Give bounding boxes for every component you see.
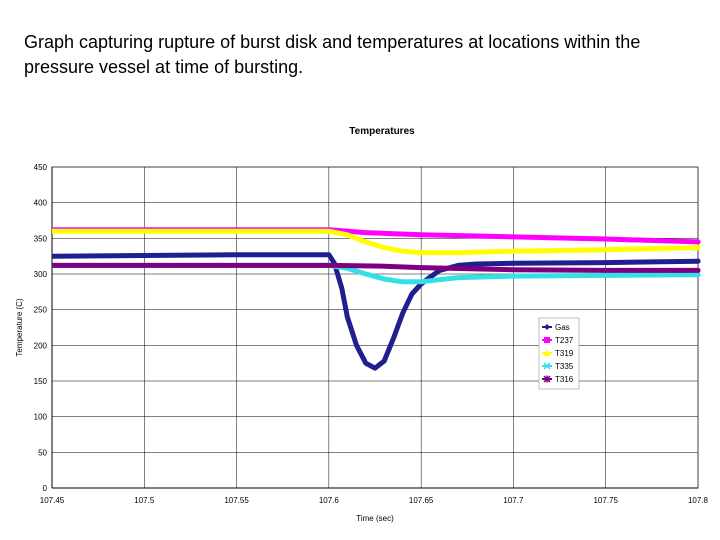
y-tick-label: 150: [34, 377, 48, 386]
legend-marker-x-icon: [543, 362, 551, 370]
y-tick-label: 200: [34, 341, 48, 350]
x-tick-label: 107.45: [40, 496, 65, 505]
y-tick-label: 400: [34, 199, 48, 208]
chart-title: Temperatures: [349, 126, 415, 137]
x-tick-label: 107.7: [503, 496, 524, 505]
plot-area: [51, 166, 699, 489]
slide-caption: Graph capturing rupture of burst disk an…: [24, 32, 641, 77]
legend-marker-square-icon: [544, 337, 550, 343]
y-tick-label: 300: [34, 270, 48, 279]
x-tick-label: 107.55: [224, 496, 249, 505]
legend-marker-triangle-icon: [543, 349, 551, 356]
y-tick-label: 50: [38, 448, 47, 457]
legend-label-t237: T237: [555, 336, 574, 345]
series-line-gas: [52, 252, 701, 371]
y-axis-label: Temperature (C): [15, 298, 24, 357]
x-tick-label: 107.8: [688, 496, 709, 505]
y-tick-label: 350: [34, 234, 48, 243]
series-end-point-t316: [695, 267, 701, 273]
x-axis-label: Time (sec): [356, 514, 394, 523]
series-end-point-gas: [695, 258, 701, 264]
legend-label-t316: T316: [555, 375, 574, 384]
legend-marker-diamond-icon: [544, 324, 550, 330]
y-tick-label: 0: [43, 484, 48, 493]
series-line-t319: [52, 228, 701, 256]
x-tick-label: 107.5: [134, 496, 155, 505]
x-tick-label: 107.65: [409, 496, 434, 505]
legend-label-t319: T319: [555, 349, 574, 358]
x-tick-label: 107.75: [593, 496, 618, 505]
series-end-point-t335: [695, 272, 701, 278]
legend-label-t335: T335: [555, 362, 574, 371]
series-end-point-t319: [695, 245, 701, 251]
y-tick-label: 450: [34, 163, 48, 172]
legend-label-gas: Gas: [555, 323, 570, 332]
y-tick-label: 100: [34, 413, 48, 422]
series-line-t316: [52, 262, 701, 273]
series-end-point-t237: [695, 239, 701, 245]
y-tick-label: 250: [34, 306, 48, 315]
x-tick-label: 107.6: [319, 496, 340, 505]
